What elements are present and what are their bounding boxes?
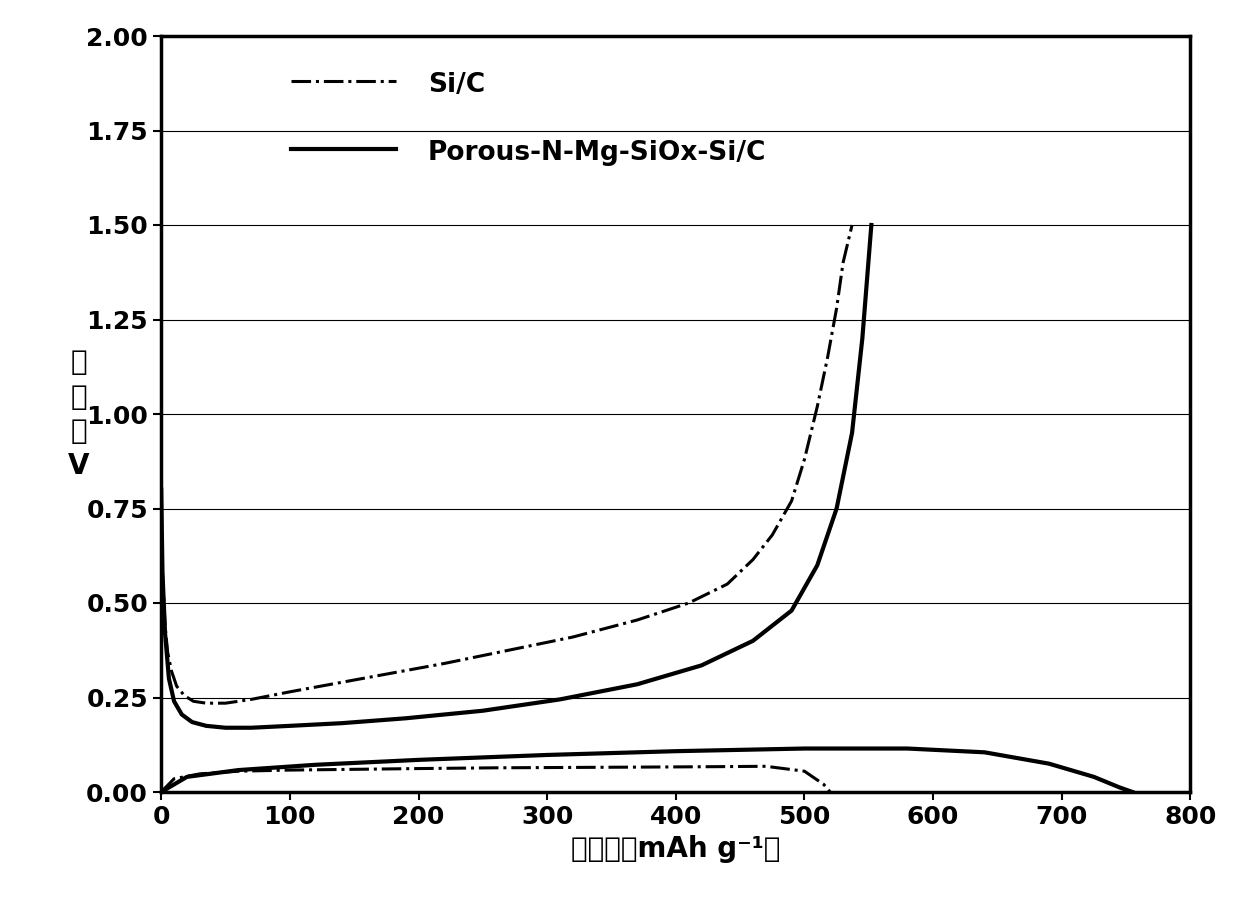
Porous-N-Mg-SiOx-Si/C xyxy=(844,428,859,438)
Si/C xyxy=(283,687,298,698)
Si/C xyxy=(244,694,259,705)
Porous-N-Mg-SiOx-Si/C xyxy=(161,673,176,684)
Si/C xyxy=(810,401,825,412)
Si/C xyxy=(436,658,451,669)
Si/C xyxy=(501,644,516,655)
Si/C xyxy=(155,567,170,578)
Si/C xyxy=(836,257,851,268)
Si/C xyxy=(565,632,580,643)
Porous-N-Mg-SiOx-Si/C xyxy=(283,720,298,731)
Si/C xyxy=(186,696,201,706)
Si/C xyxy=(784,496,799,507)
Porous-N-Mg-SiOx-Si/C xyxy=(244,723,259,734)
Si/C xyxy=(160,647,175,658)
Porous-N-Mg-SiOx-Si/C xyxy=(218,723,233,734)
X-axis label: 容量／（mAh g⁻¹）: 容量／（mAh g⁻¹） xyxy=(572,835,780,863)
Porous-N-Mg-SiOx-Si/C xyxy=(166,696,181,706)
Line: Si/C: Si/C xyxy=(161,225,852,703)
Si/C xyxy=(844,220,859,230)
Si/C xyxy=(820,352,835,363)
Si/C xyxy=(334,677,348,688)
Si/C xyxy=(386,668,401,679)
Porous-N-Mg-SiOx-Si/C xyxy=(784,605,799,616)
Porous-N-Mg-SiOx-Si/C xyxy=(553,694,568,705)
Line: Porous-N-Mg-SiOx-Si/C: Porous-N-Mg-SiOx-Si/C xyxy=(161,225,872,728)
Si/C xyxy=(154,503,169,514)
Porous-N-Mg-SiOx-Si/C xyxy=(810,560,825,571)
Porous-N-Mg-SiOx-Si/C xyxy=(175,709,190,720)
Si/C xyxy=(681,598,696,608)
Porous-N-Mg-SiOx-Si/C xyxy=(154,484,169,495)
Porous-N-Mg-SiOx-Si/C xyxy=(334,718,348,729)
Porous-N-Mg-SiOx-Si/C xyxy=(630,679,645,689)
Si/C xyxy=(745,554,760,565)
Porous-N-Mg-SiOx-Si/C xyxy=(198,720,213,731)
Si/C xyxy=(797,454,812,464)
Porous-N-Mg-SiOx-Si/C xyxy=(155,567,170,578)
Porous-N-Mg-SiOx-Si/C xyxy=(864,220,879,230)
Si/C xyxy=(719,579,734,590)
Porous-N-Mg-SiOx-Si/C xyxy=(745,635,760,646)
Si/C xyxy=(830,302,844,313)
Porous-N-Mg-SiOx-Si/C xyxy=(475,706,490,716)
Si/C xyxy=(218,698,233,708)
Si/C xyxy=(765,529,780,540)
Legend: Si/C, Porous-N-Mg-SiOx-Si/C: Si/C, Porous-N-Mg-SiOx-Si/C xyxy=(278,57,779,180)
Si/C xyxy=(177,690,192,701)
Si/C xyxy=(169,680,184,691)
Si/C xyxy=(198,698,213,708)
Porous-N-Mg-SiOx-Si/C xyxy=(694,660,709,670)
Porous-N-Mg-SiOx-Si/C xyxy=(830,503,844,514)
Porous-N-Mg-SiOx-Si/C xyxy=(398,713,413,724)
Si/C xyxy=(157,620,172,631)
Text: 电
压
／
V: 电 压 ／ V xyxy=(68,348,89,480)
Si/C xyxy=(164,666,179,677)
Porous-N-Mg-SiOx-Si/C xyxy=(157,628,172,639)
Porous-N-Mg-SiOx-Si/C xyxy=(854,333,869,344)
Si/C xyxy=(630,615,645,626)
Porous-N-Mg-SiOx-Si/C xyxy=(185,716,200,727)
